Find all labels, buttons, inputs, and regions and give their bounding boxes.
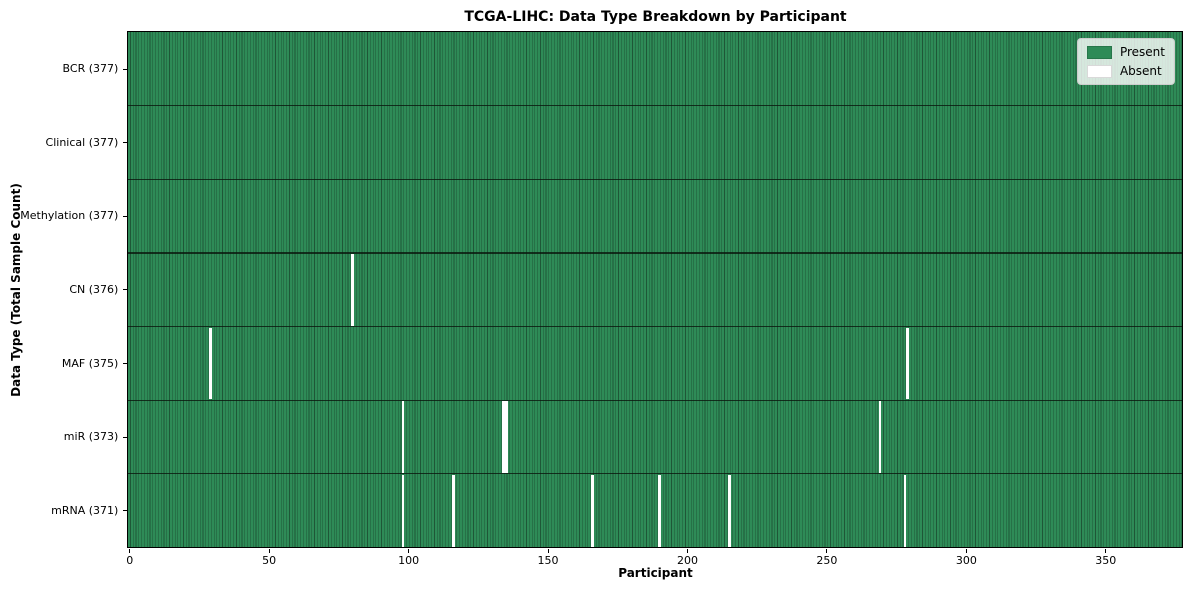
y-tick-label: Clinical (377)	[45, 135, 119, 149]
row-separator	[128, 252, 1183, 254]
page-title: TCGA-LIHC: Data Type Breakdown by Partic…	[464, 9, 847, 25]
legend-swatch-absent-icon	[1086, 64, 1112, 78]
x-tick-mark	[547, 548, 549, 553]
y-tick-label: miR (373)	[63, 430, 119, 444]
legend-swatch-present-icon	[1086, 45, 1112, 59]
row-separator	[128, 473, 1183, 475]
y-tick-label: mRNA (371)	[51, 503, 119, 517]
legend-label-absent: Absent	[1119, 64, 1162, 78]
row-separator	[128, 326, 1183, 328]
row-separator	[128, 178, 1183, 181]
y-tick-mark	[123, 363, 128, 365]
absent-gap-mRNA-278	[903, 474, 907, 547]
y-tick-mark	[123, 215, 128, 217]
y-tick-mark	[123, 436, 128, 438]
absent-gap-mRNA-166	[591, 474, 595, 547]
absent-gap-miR-135	[504, 401, 508, 473]
legend-label-present: Present	[1119, 45, 1165, 59]
absent-gap-miR-134	[502, 401, 505, 473]
row-separator	[128, 105, 1183, 107]
absent-gap-mRNA-98	[401, 474, 405, 547]
absent-gap-mRNA-116	[451, 474, 455, 547]
y-tick-mark	[123, 142, 128, 144]
legend-entry-absent: Absent	[1086, 64, 1165, 78]
x-tick-mark	[965, 548, 967, 553]
absent-gap-MAF-29	[209, 327, 212, 400]
legend: Present Absent	[1076, 38, 1175, 85]
y-tick-mark	[123, 289, 128, 291]
legend-entry-present: Present	[1086, 45, 1165, 59]
x-tick-mark	[268, 548, 270, 553]
absent-gap-mRNA-190	[658, 474, 661, 547]
y-tick-mark	[123, 510, 128, 512]
row-separator	[128, 399, 1183, 401]
absent-gap-MAF-279	[906, 327, 910, 400]
absent-gap-CN-80	[351, 253, 355, 326]
y-tick-mark	[123, 68, 128, 70]
y-tick-label: BCR (377)	[62, 62, 119, 76]
x-axis-title: Participant	[618, 566, 693, 580]
plot-area	[128, 32, 1183, 548]
x-tick-mark	[1105, 548, 1107, 553]
x-tick-mark	[686, 548, 688, 553]
absent-gap-miR-269	[878, 401, 882, 473]
x-tick-mark	[408, 548, 410, 553]
absent-gap-mRNA-215	[727, 474, 731, 547]
absent-gap-miR-98	[401, 401, 405, 473]
y-axis-title: Data Type (Total Sample Count)	[9, 183, 23, 397]
x-tick-mark	[826, 548, 828, 553]
x-tick-mark	[129, 548, 131, 553]
